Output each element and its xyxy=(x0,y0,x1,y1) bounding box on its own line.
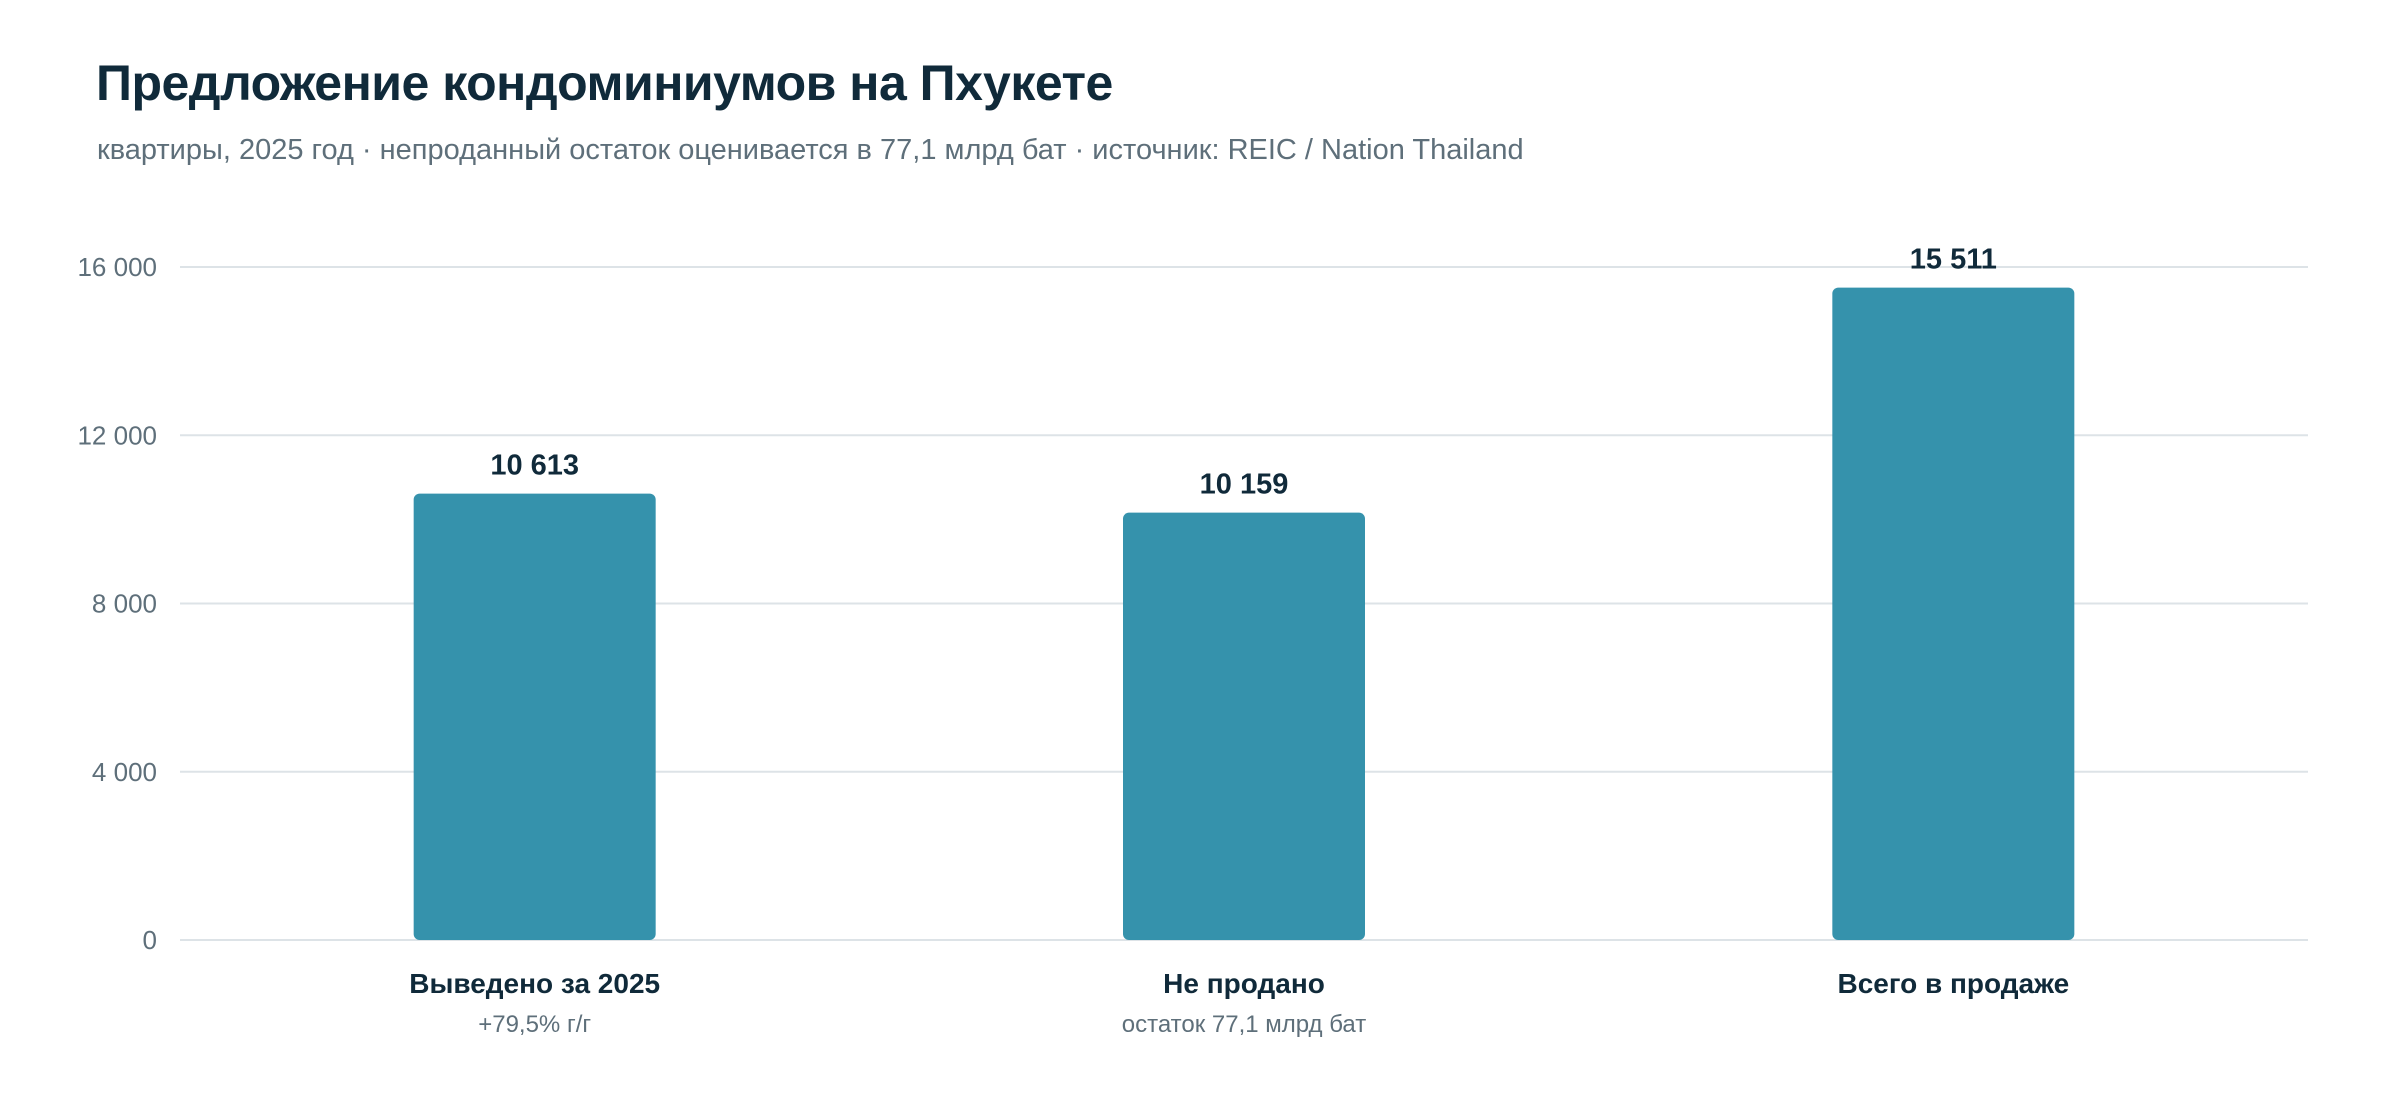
chart-subtitle: квартиры, 2025 год · непроданный остаток… xyxy=(97,134,1524,166)
x-category-label: Не продано xyxy=(1163,968,1325,999)
bar-value-label: 15 511 xyxy=(1910,244,1997,276)
y-tick-label: 12 000 xyxy=(77,420,157,450)
y-tick-label: 16 000 xyxy=(77,252,157,282)
bar-value-label: 10 613 xyxy=(490,450,579,482)
bar xyxy=(413,493,656,940)
x-category-label: Выведено за 2025 xyxy=(409,968,660,999)
y-tick-label: 0 xyxy=(143,925,157,955)
y-axis-ticks: 0 4 000 8 000 12 000 16 000 xyxy=(77,252,157,955)
x-axis-categories: Выведено за 2025 +79,5% г/г Не продано оста… xyxy=(409,968,2069,1038)
chart-title: Предложение кондоминиумов на Пхукете xyxy=(96,55,1113,111)
bar xyxy=(1123,512,1365,940)
bar-value-label: 10 159 xyxy=(1200,469,1289,501)
x-category-label: Всего в продаже xyxy=(1837,968,2069,999)
y-tick-label: 8 000 xyxy=(92,589,157,619)
value-labels: 10 613 10 159 15 511 xyxy=(490,244,1997,501)
bar xyxy=(1832,287,2075,940)
x-category-note: +79,5% г/г xyxy=(478,1011,591,1038)
bars xyxy=(413,287,2075,940)
y-tick-label: 4 000 xyxy=(92,757,157,787)
x-category-note: остаток 77,1 млрд бат xyxy=(1122,1011,1367,1038)
